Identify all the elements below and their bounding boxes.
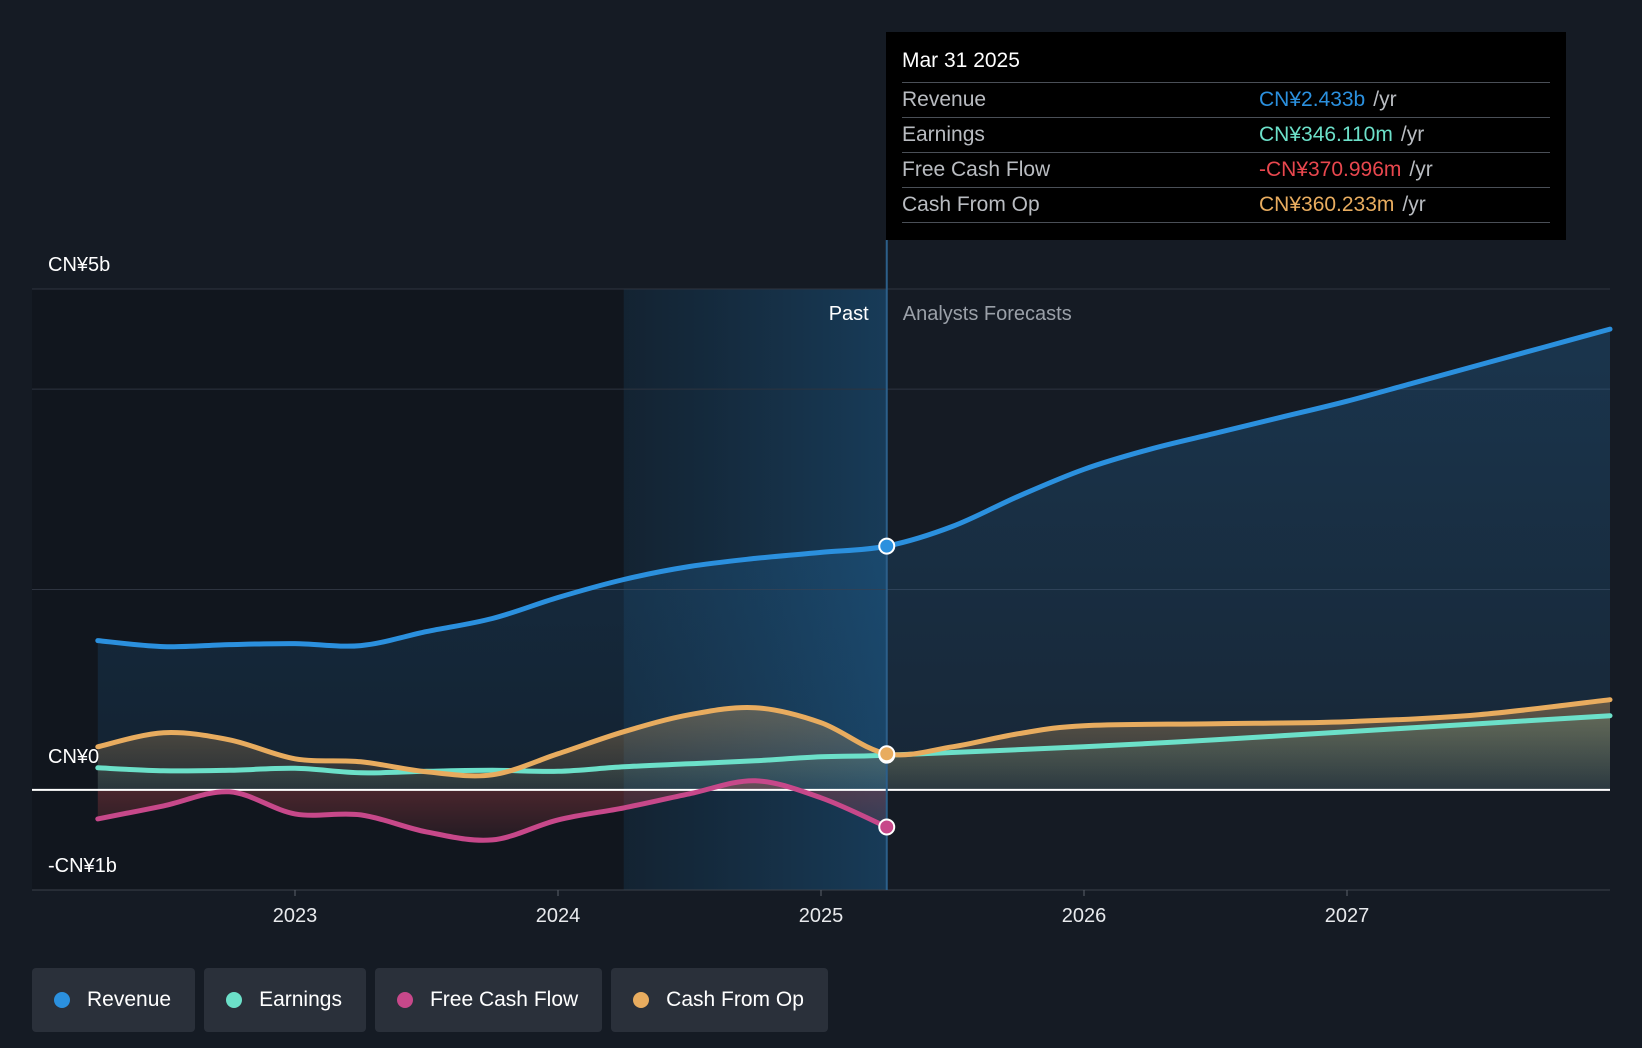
legend-label: Revenue <box>87 988 172 1011</box>
x-tick-label: 2027 <box>1325 905 1370 927</box>
data-tooltip: Mar 31 2025 Revenue CN¥2.433b /yr Earnin… <box>886 32 1566 240</box>
past-label: Past <box>829 303 869 325</box>
tooltip-row-revenue: Revenue CN¥2.433b /yr <box>902 83 1550 118</box>
revenue-line <box>95 326 1613 650</box>
x-tick-label: 2024 <box>536 905 581 927</box>
x-tick-label: 2026 <box>1062 905 1107 927</box>
earnings-line <box>95 713 1613 776</box>
y-label-top: CN¥5b <box>48 254 110 276</box>
series-markers <box>878 537 896 836</box>
revenue-area <box>97 329 1610 790</box>
series-lines <box>95 326 1613 843</box>
legend-item-earnings[interactable]: Earnings <box>204 968 366 1032</box>
tooltip-label: Cash From Op <box>902 193 1040 216</box>
legend-label: Earnings <box>259 988 342 1011</box>
x-tick-label: 2025 <box>799 905 844 927</box>
tooltip-unit: /yr <box>1373 88 1397 111</box>
forecast-label: Analysts Forecasts <box>903 303 1072 325</box>
x-axis-ticks: 2023 2024 2025 2026 2027 <box>273 890 1370 927</box>
tooltip-label: Free Cash Flow <box>902 158 1051 181</box>
x-tick-label: 2023 <box>273 905 318 927</box>
cash-from-op-marker <box>878 745 896 763</box>
legend-label: Free Cash Flow <box>429 988 579 1011</box>
tooltip-row-free-cash-flow: Free Cash Flow -CN¥370.996m /yr <box>902 153 1550 188</box>
y-label-zero: CN¥0 <box>48 746 99 768</box>
free-cash-flow-dot-icon <box>396 992 413 1008</box>
revenue-dot-icon <box>54 992 70 1008</box>
y-label-bottom: -CN¥1b <box>48 855 117 877</box>
free-cash-flow-marker <box>878 818 896 836</box>
tooltip-unit: /yr <box>1402 193 1426 216</box>
legend-item-revenue[interactable]: Revenue <box>32 968 196 1032</box>
legend-item-cash-from-op[interactable]: Cash From Op <box>611 968 828 1032</box>
tooltip-value: CN¥360.233m <box>1259 193 1395 216</box>
earnings-dot-icon <box>226 992 243 1008</box>
tooltip-value: -CN¥370.996m <box>1259 158 1402 181</box>
tooltip-unit: /yr <box>1409 158 1433 181</box>
tooltip-label: Revenue <box>902 88 987 111</box>
tooltip-value: CN¥346.110m <box>1259 123 1393 146</box>
revenue-marker <box>878 537 896 555</box>
tooltip-row-earnings: Earnings CN¥346.110m /yr <box>902 118 1550 153</box>
free-cash-flow-area <box>97 780 887 841</box>
tooltip-date: Mar 31 2025 <box>902 46 1550 83</box>
cash-from-op-line <box>95 697 1613 779</box>
cash-from-op-dot-icon <box>633 992 650 1008</box>
cash-from-op-area <box>97 699 1610 790</box>
chart-legend: Revenue Earnings Free Cash Flow Cash Fro… <box>32 968 828 1032</box>
legend-item-free-cash-flow[interactable]: Free Cash Flow <box>374 968 603 1032</box>
tooltip-label: Earnings <box>902 123 985 146</box>
free-cash-flow-line <box>95 778 890 843</box>
tooltip-unit: /yr <box>1400 123 1425 146</box>
tooltip-value: CN¥2.433b <box>1259 88 1366 111</box>
legend-label: Cash From Op <box>666 988 804 1011</box>
tooltip-row-cash-from-op: Cash From Op CN¥360.233m /yr <box>902 188 1550 223</box>
